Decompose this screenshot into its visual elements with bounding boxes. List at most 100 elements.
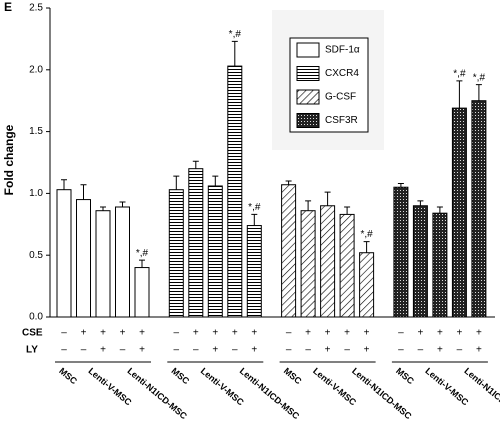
condition-sign: –	[174, 345, 180, 356]
error-bar	[251, 213, 258, 226]
condition-sign: –	[305, 345, 311, 356]
condition-sign: –	[344, 345, 350, 356]
legend-label: G-CSF	[325, 92, 356, 103]
bar	[227, 65, 243, 318]
y-tick-label: 1.5	[29, 126, 43, 137]
condition-sign: –	[286, 345, 292, 356]
condition-sign: +	[251, 328, 257, 339]
bar	[320, 205, 336, 318]
x-tick-label: MSC	[169, 366, 191, 387]
condition-sign: –	[418, 345, 424, 356]
error-bar	[285, 180, 292, 185]
condition-sign: +	[100, 345, 106, 356]
error-bar	[212, 175, 219, 186]
condition-sign: +	[193, 328, 199, 339]
condition-sign: +	[364, 345, 370, 356]
condition-sign: +	[364, 328, 370, 339]
significance-label: *,#	[136, 248, 149, 259]
bar	[281, 184, 297, 318]
condition-sign: +	[139, 328, 145, 339]
error-bar	[363, 241, 370, 253]
error-bar	[344, 206, 351, 215]
condition-sign: +	[344, 328, 350, 339]
condition-sign: –	[193, 345, 199, 356]
bar	[95, 210, 111, 318]
y-tick-label: 2.5	[29, 3, 43, 14]
error-bar	[192, 160, 199, 169]
significance-label: *,#	[473, 72, 486, 83]
significance-label: *,#	[453, 69, 466, 80]
bar	[451, 107, 467, 318]
y-tick-label: 1.0	[29, 188, 43, 199]
error-bar	[436, 206, 443, 214]
error-bar	[119, 201, 126, 207]
error-bar	[305, 200, 312, 211]
condition-sign: +	[305, 328, 311, 339]
condition-sign: –	[232, 345, 238, 356]
bar	[412, 205, 428, 318]
error-bar	[324, 191, 331, 206]
condition-sign: –	[174, 328, 180, 339]
legend-swatch	[296, 89, 320, 105]
y-tick-label: 2.0	[29, 64, 43, 75]
condition-sign: –	[120, 345, 126, 356]
condition-sign: –	[457, 345, 463, 356]
x-tick-label: MSC	[282, 366, 304, 387]
condition-sign: +	[212, 345, 218, 356]
condition-label: CSE	[22, 328, 43, 339]
bar	[471, 100, 487, 318]
condition-label: LY	[26, 345, 38, 356]
error-bar	[173, 175, 180, 190]
condition-sign: +	[476, 328, 482, 339]
bar	[246, 225, 262, 318]
bar	[393, 186, 409, 318]
condition-sign: +	[325, 328, 331, 339]
error-bar	[139, 259, 145, 268]
bar	[168, 189, 184, 318]
condition-sign: +	[456, 328, 462, 339]
error-bar	[456, 80, 463, 109]
legend-label: CSF3R	[325, 115, 358, 126]
bar	[134, 267, 150, 318]
condition-sign: +	[251, 345, 257, 356]
significance-label: *,#	[248, 202, 261, 213]
bar	[207, 185, 223, 318]
error-bar	[100, 206, 106, 211]
x-tick-label: MSC	[394, 366, 416, 387]
condition-sign: +	[232, 328, 238, 339]
legend-label: CXCR4	[325, 68, 359, 79]
x-tick-label: Lenti-N1ICD-MSC	[462, 366, 500, 422]
condition-sign: +	[437, 328, 443, 339]
error-bar	[61, 179, 67, 190]
condition-sign: +	[81, 328, 87, 339]
bar	[432, 212, 448, 318]
legend-swatch	[296, 42, 320, 58]
condition-sign: +	[325, 345, 331, 356]
bar	[359, 252, 375, 318]
condition-sign: +	[139, 345, 145, 356]
y-tick-label: 0.0	[29, 312, 43, 323]
condition-sign: –	[398, 328, 404, 339]
condition-sign: +	[120, 328, 126, 339]
bar	[339, 213, 355, 318]
condition-sign: +	[437, 345, 443, 356]
condition-sign: +	[100, 328, 106, 339]
bar	[300, 210, 316, 318]
legend-swatch	[296, 113, 320, 128]
error-bar	[80, 184, 87, 200]
y-tick-label: 0.5	[29, 250, 43, 261]
bar	[188, 168, 204, 318]
bar	[76, 199, 91, 318]
error-bar	[417, 200, 424, 206]
error-bar	[231, 40, 238, 67]
condition-sign: +	[476, 345, 482, 356]
legend-label: SDF-1α	[325, 45, 360, 56]
condition-sign: –	[61, 328, 67, 339]
bar	[115, 206, 130, 318]
significance-label: *,#	[229, 29, 242, 40]
error-bar	[397, 183, 404, 188]
condition-sign: +	[417, 328, 423, 339]
error-bar	[475, 84, 482, 101]
